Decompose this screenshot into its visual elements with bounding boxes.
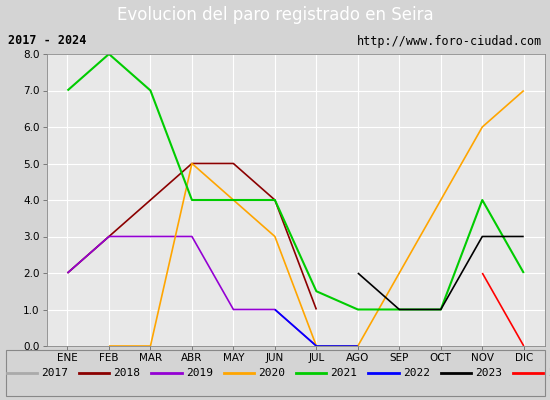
Text: 2019: 2019 (186, 368, 213, 378)
Text: 2020: 2020 (258, 368, 285, 378)
Text: 2017 - 2024: 2017 - 2024 (8, 34, 87, 48)
Text: Evolucion del paro registrado en Seira: Evolucion del paro registrado en Seira (117, 6, 433, 24)
Text: http://www.foro-ciudad.com: http://www.foro-ciudad.com (356, 34, 542, 48)
Text: 2021: 2021 (331, 368, 358, 378)
Text: 2022: 2022 (403, 368, 430, 378)
Text: 2024: 2024 (548, 368, 550, 378)
Text: 2018: 2018 (113, 368, 140, 378)
Text: 2017: 2017 (41, 368, 68, 378)
Text: 2023: 2023 (475, 368, 502, 378)
